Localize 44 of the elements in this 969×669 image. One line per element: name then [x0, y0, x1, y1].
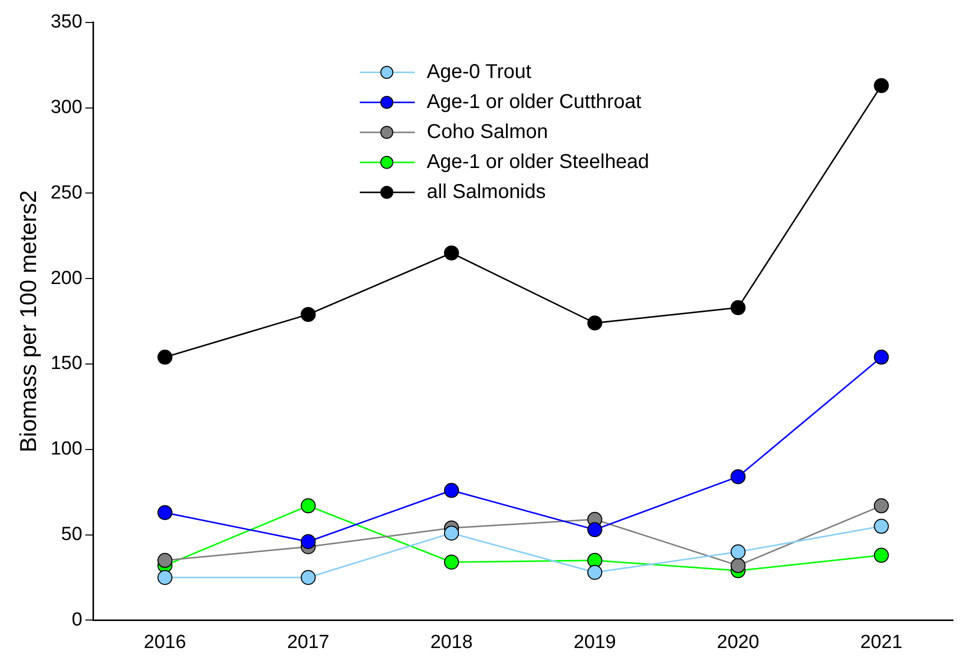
point [444, 245, 460, 260]
point [300, 534, 316, 550]
point [444, 482, 460, 498]
point [157, 570, 172, 585]
point [444, 554, 460, 570]
y-tick-label: 250 [50, 182, 82, 204]
point [157, 505, 172, 520]
point [730, 300, 746, 316]
legend-label: Coho Salmon [426, 120, 548, 143]
point [730, 558, 746, 574]
y-tick-label: 350 [50, 12, 82, 33]
point [157, 350, 172, 365]
point [157, 552, 172, 568]
point [587, 316, 602, 331]
point [300, 570, 316, 585]
x-tick-label: 2019 [574, 632, 616, 653]
x-tick-label: 2016 [144, 632, 186, 653]
point [730, 544, 746, 560]
x-tick-label: 2021 [860, 632, 902, 653]
point [587, 522, 602, 538]
legend-label: all Salmonids [426, 180, 546, 203]
point [444, 526, 460, 541]
y-tick-label: 0 [72, 609, 82, 630]
y-axis-title: Biomass per 100 meters2 [15, 190, 42, 452]
legend-label: Age-1 or older Cutthroat [426, 90, 642, 113]
legend-label: Age-0 Trout [426, 60, 532, 83]
point [587, 564, 602, 580]
x-tick-label: 2020 [716, 632, 760, 653]
x-tick-label: 2018 [430, 632, 473, 653]
y-tick-label: 50 [61, 524, 82, 546]
point [300, 306, 316, 322]
y-tick-label: 300 [50, 97, 82, 118]
x-tick-label: 2017 [287, 632, 330, 653]
point [874, 518, 889, 534]
y-tick-label: 200 [50, 268, 82, 289]
point [874, 78, 889, 94]
point [874, 498, 889, 514]
point [874, 350, 889, 365]
y-tick-label: 100 [50, 438, 82, 460]
y-tick-label: 150 [50, 353, 82, 374]
point [730, 469, 746, 484]
point [874, 548, 889, 563]
legend-label: Age-1 or older Steelhead [426, 150, 650, 173]
point [300, 498, 316, 514]
